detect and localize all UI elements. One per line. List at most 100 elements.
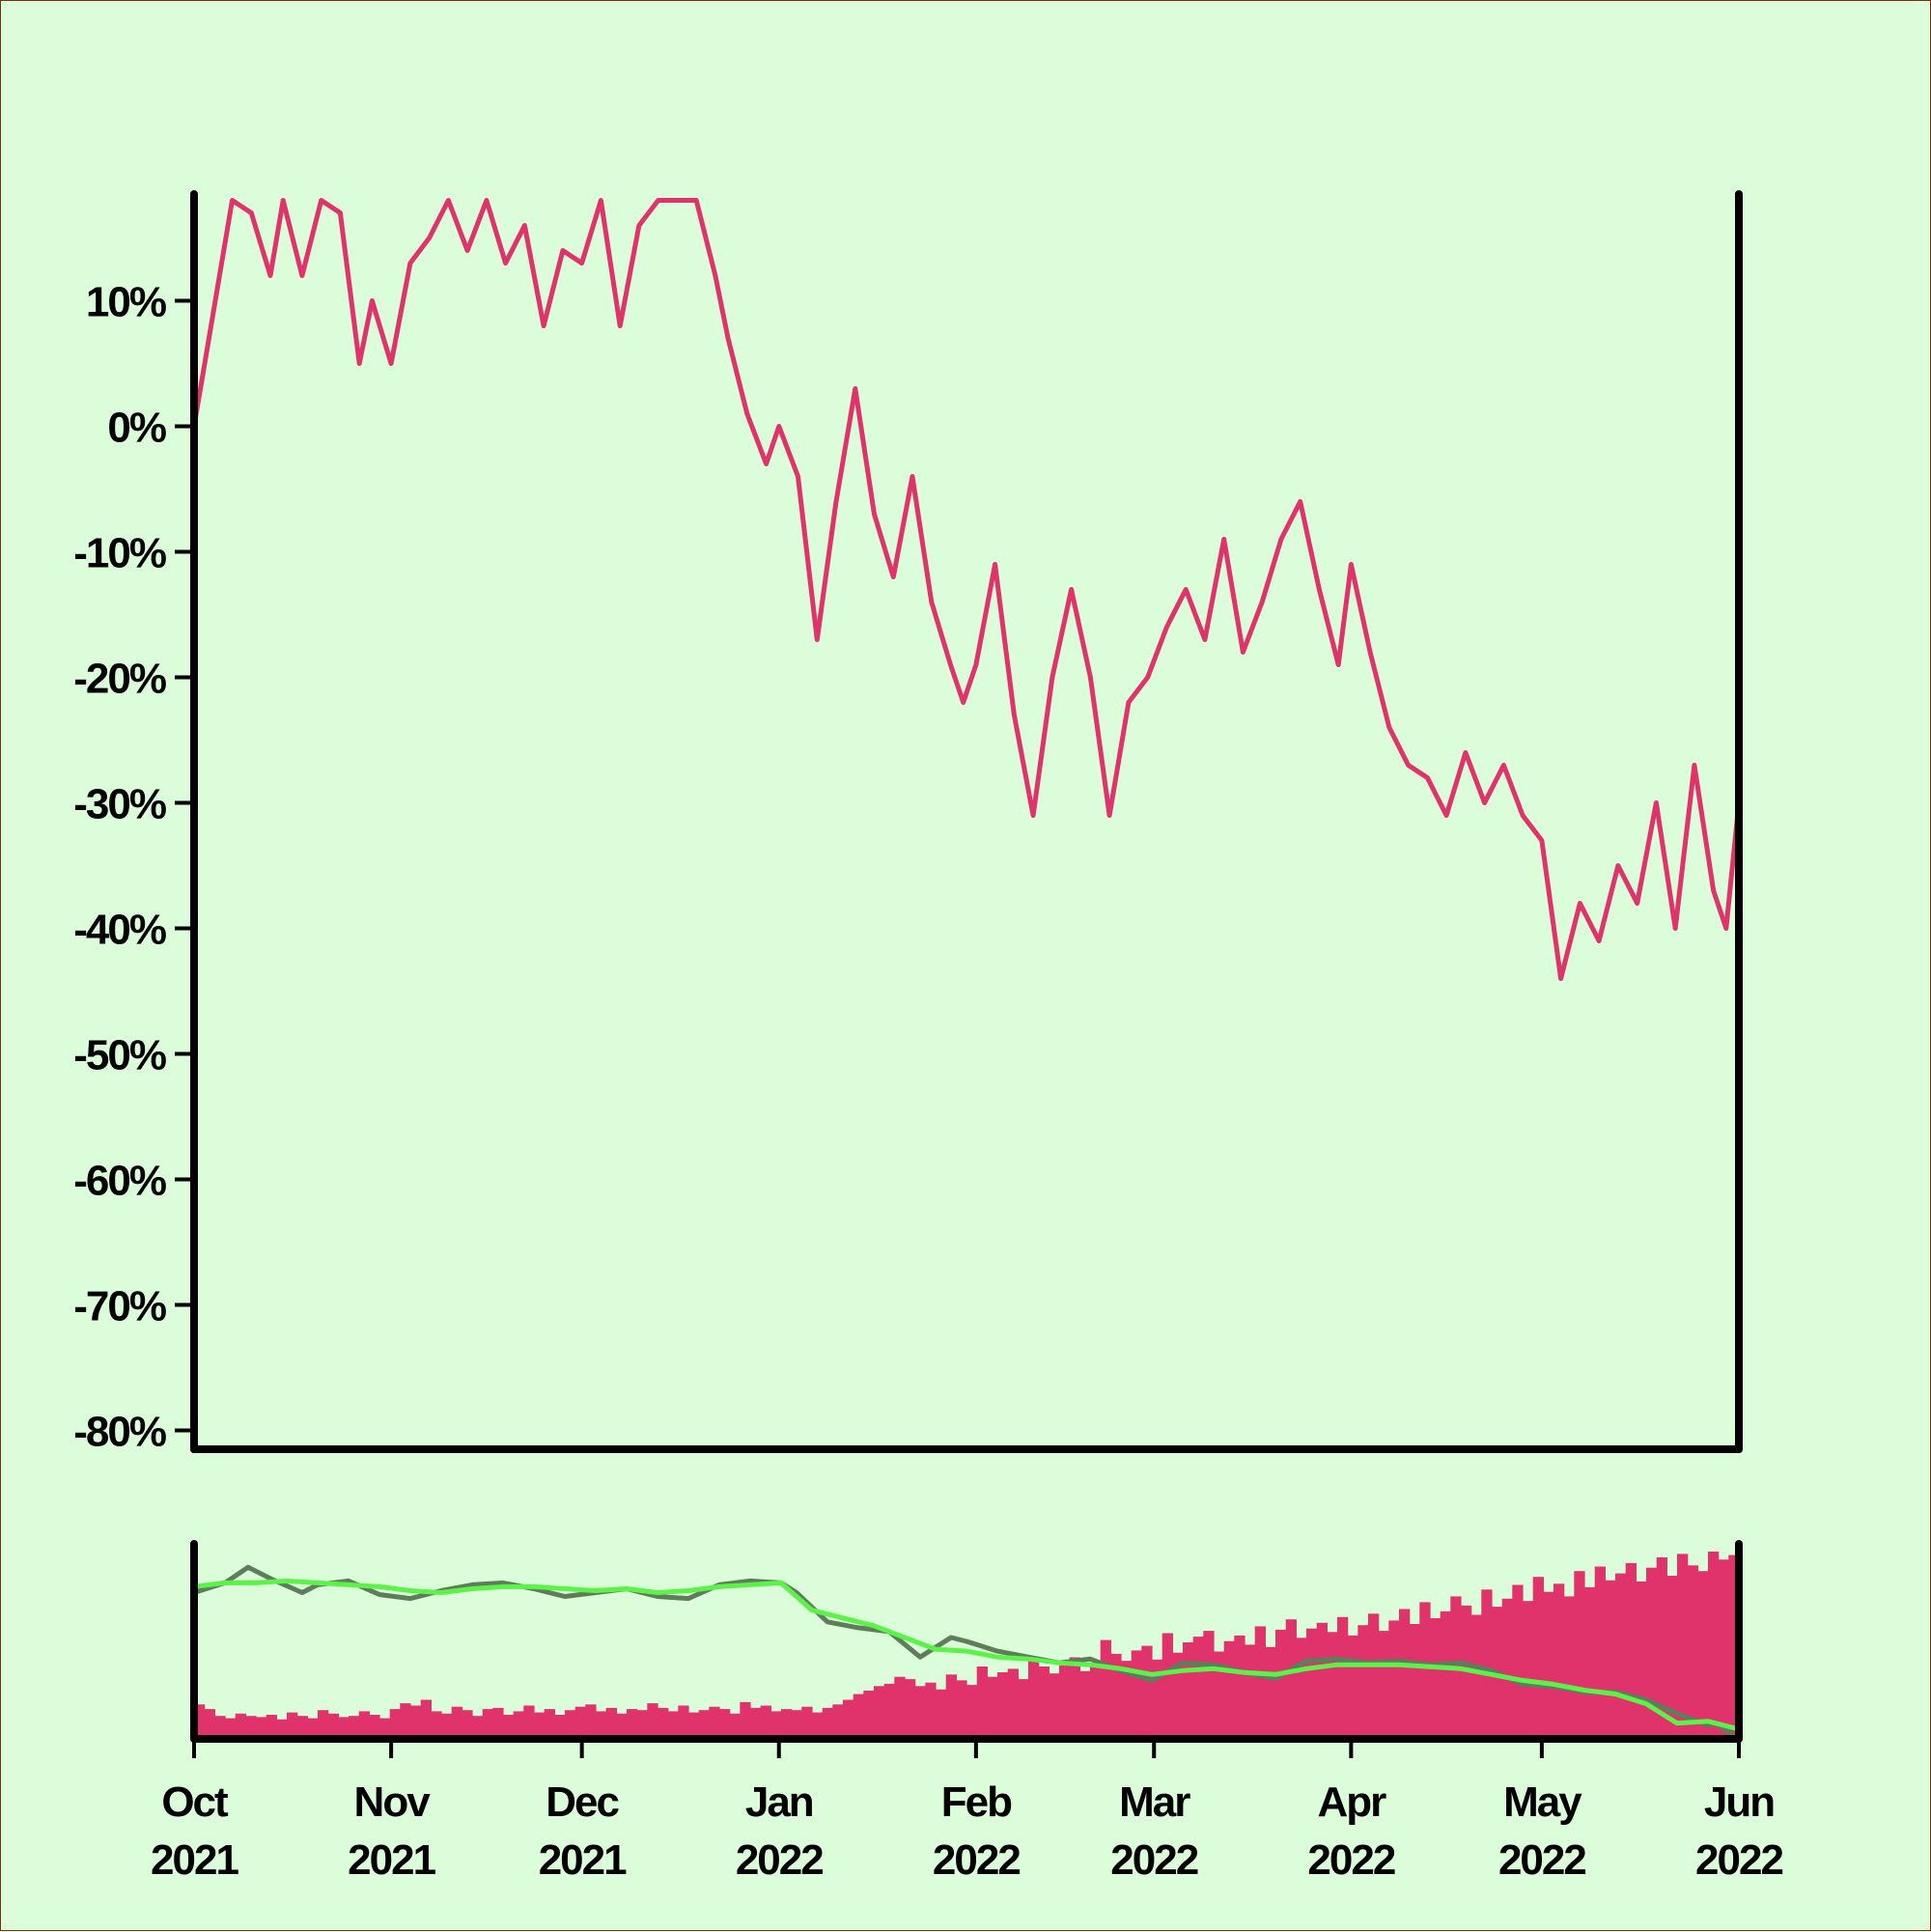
volume-bar [1028,1658,1040,1739]
volume-bar [1697,1571,1709,1739]
volume-bar [194,1704,206,1739]
volume-bar [719,1709,731,1739]
volume-bar [1306,1628,1318,1739]
volume-bar [688,1712,700,1739]
volume-bar [863,1691,875,1739]
volume-bar [1049,1673,1060,1739]
volume-bar [760,1705,771,1739]
ma-long-line [193,1578,1740,1732]
volume-bar [976,1666,988,1739]
volume-bar [914,1686,926,1739]
volume-bar [410,1705,422,1739]
volume-bar [1265,1646,1276,1739]
volume-bar [1708,1552,1720,1739]
x-tick-label-month: Apr [1317,1778,1386,1826]
volume-bar [1553,1583,1565,1739]
volume-bar [266,1715,277,1739]
volume-bar [1038,1666,1049,1739]
y-tick-label: -30% [73,781,166,828]
volume-bar [1347,1635,1358,1739]
x-tick-label-year: 2022 [1110,1836,1197,1884]
volume-bar [420,1699,432,1739]
volume-bar [987,1676,998,1739]
volume-bar [1192,1637,1204,1739]
volume-bar [658,1707,669,1739]
volume-bar [492,1707,504,1739]
volume-bar [1183,1642,1194,1739]
volume-bar [1636,1581,1647,1739]
volume-bar [245,1716,257,1739]
volume-bar [905,1679,916,1739]
volume-bar [318,1710,329,1739]
volume-bar [1141,1645,1153,1739]
volume-bar [1605,1580,1616,1739]
volume-bar [225,1718,237,1739]
volume-bar [400,1703,411,1739]
volume-bar [1409,1624,1420,1739]
volume-bar [956,1680,967,1739]
y-axis: 10% 0% -10% -20% -30% -40% -50% -60% -70% -80% [73,279,194,1456]
volume-bar [925,1682,937,1739]
volume-bar [287,1712,298,1739]
volume-bar [1296,1638,1307,1739]
volume-bar [523,1705,535,1739]
volume-bar [235,1713,246,1739]
y-tick-label: -70% [73,1283,166,1330]
volume-bar [482,1709,493,1739]
volume-bar [1275,1629,1287,1739]
volume-bar [554,1715,566,1739]
volume-bar [667,1711,679,1739]
volume-panel [190,1540,1743,1743]
volume-bar [1090,1663,1102,1739]
volume-bar [853,1694,864,1739]
x-tick-label-year: 2022 [933,1836,1020,1884]
volume-bar [1378,1631,1389,1739]
volume-bar [534,1712,546,1739]
volume-bar [1687,1565,1698,1739]
volume-bar [369,1715,380,1739]
volume-bar [1512,1584,1524,1739]
x-tick-label-year: 2021 [348,1836,435,1884]
x-tick-label-month: Mar [1119,1778,1190,1826]
volume-bar [843,1699,854,1739]
volume-bar [1121,1661,1133,1739]
volume-bar [1007,1668,1019,1739]
x-tick-label-year: 2022 [1695,1836,1782,1884]
y-tick-label: -10% [73,530,166,577]
y-tick-label: 10% [86,279,166,326]
volume-bar [431,1711,442,1739]
volume-bar [327,1713,339,1739]
x-tick-label-year: 2021 [539,1836,627,1884]
volume-bar [596,1711,607,1739]
volume-bar [574,1706,586,1739]
x-tick-label-month: May [1503,1778,1582,1826]
volume-bar [462,1710,473,1739]
volume-bar [627,1709,638,1739]
volume-bar [585,1704,597,1739]
volume-bar [349,1716,360,1739]
volume-bar [1079,1670,1091,1739]
y-tick-label: -60% [73,1158,166,1205]
y-tick-label: -50% [73,1032,166,1079]
x-tick-label-year: 2022 [1307,1836,1394,1884]
volume-bar [389,1709,401,1739]
volume-bar [296,1716,308,1739]
volume-bar [1440,1610,1451,1739]
volume-bar [338,1717,350,1739]
volume-bar [472,1716,484,1739]
y-tick-label: -80% [73,1409,166,1456]
volume-bar [1337,1616,1349,1739]
volume-bar [276,1719,288,1739]
volume-bar [1245,1644,1256,1739]
volume-bar [1110,1653,1122,1739]
volume-bar [605,1707,617,1739]
volume-bar [1563,1596,1575,1739]
volume-bar [1357,1625,1369,1739]
volume-bar [616,1713,628,1739]
volume-bar [1615,1573,1627,1739]
volume-bar [781,1709,793,1739]
volume-bar [451,1706,462,1739]
volume-bar [647,1703,658,1739]
volume-bar [1285,1619,1297,1739]
